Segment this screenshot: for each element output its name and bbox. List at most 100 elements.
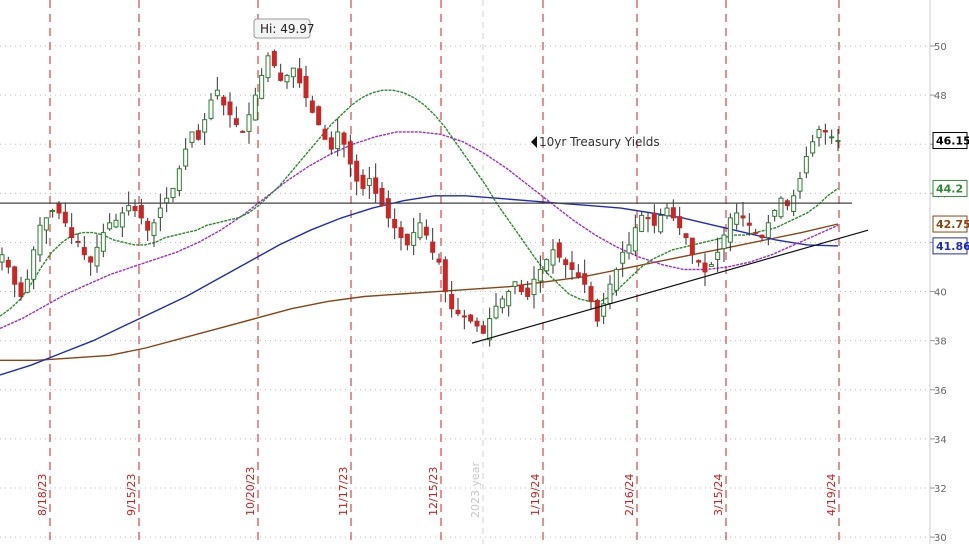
candle-up xyxy=(100,232,106,252)
candle-up xyxy=(176,168,182,192)
candle-up xyxy=(550,249,556,266)
candle-up xyxy=(835,140,841,143)
annotation-text: 10yr Treasury Yields xyxy=(539,135,660,149)
candle-up xyxy=(290,67,296,78)
candle-down xyxy=(233,118,239,126)
candle-up xyxy=(126,205,132,212)
x-date-label: 4/19/24 xyxy=(825,474,838,516)
y-tick-label: 30 xyxy=(934,533,947,544)
candle-down xyxy=(746,222,752,226)
candle-up xyxy=(664,207,670,217)
candle-up xyxy=(157,207,163,219)
annotation: 10yr Treasury Yields xyxy=(531,135,660,149)
candle-down xyxy=(588,286,594,302)
candle-up xyxy=(487,318,493,341)
candle-up xyxy=(626,244,632,254)
candle-down xyxy=(195,130,201,140)
moving-averages xyxy=(0,89,839,376)
candle-down xyxy=(404,233,410,246)
candle-up xyxy=(113,219,119,228)
candle-up xyxy=(778,197,784,218)
candle-up xyxy=(715,251,721,261)
candle-down xyxy=(227,101,233,116)
candle-down xyxy=(822,129,828,133)
y-tick-label: 32 xyxy=(934,484,947,495)
candle-down xyxy=(525,287,531,297)
x-date-label: 1/19/24 xyxy=(529,474,542,516)
price-label-box xyxy=(932,215,968,233)
candle-up xyxy=(829,136,835,139)
candle-up xyxy=(24,278,30,293)
price-label-text: 41.86 xyxy=(936,240,969,253)
trend-line xyxy=(471,229,869,344)
ma-slow-line xyxy=(0,195,839,376)
candle-up xyxy=(810,141,816,154)
y-axis: 303234363840424446485046.1544.242.7541.8… xyxy=(929,0,969,544)
candle-up xyxy=(259,74,265,99)
candlesticks xyxy=(0,49,841,347)
candle-down xyxy=(442,259,448,293)
candle-down xyxy=(702,262,708,273)
candle-down xyxy=(56,203,62,214)
candle-up xyxy=(531,278,537,296)
candle-up xyxy=(335,131,341,150)
x-date-label: 3/15/24 xyxy=(712,474,725,516)
candle-down xyxy=(88,256,94,263)
candle-down xyxy=(683,233,689,239)
candle-down xyxy=(354,160,360,182)
candle-down xyxy=(398,227,404,239)
price-label-text: 46.15 xyxy=(936,135,969,148)
candle-up xyxy=(639,214,645,232)
candle-up xyxy=(544,259,550,272)
candle-up xyxy=(506,291,512,307)
candle-down xyxy=(360,174,366,189)
candle-down xyxy=(575,272,581,278)
x-date-label: 2/16/24 xyxy=(623,474,636,516)
candle-up xyxy=(658,214,664,233)
x-date-label: 12/15/23 xyxy=(427,467,440,516)
candle-down xyxy=(594,299,600,322)
candle-up xyxy=(620,251,626,264)
candle-down xyxy=(449,293,455,310)
candle-down xyxy=(12,266,18,285)
candle-up xyxy=(493,305,499,319)
candle-up xyxy=(0,254,5,263)
price-label: 46.15 xyxy=(932,132,969,150)
candle-down xyxy=(430,241,436,253)
ma-mid-line xyxy=(0,131,839,330)
candle-down xyxy=(138,205,144,219)
candle-down xyxy=(373,177,379,194)
candle-up xyxy=(214,89,220,97)
price-label-box xyxy=(932,179,968,197)
price-label: 44.2 xyxy=(932,179,968,197)
candle-down xyxy=(468,314,474,322)
support-resistance-lines xyxy=(0,202,869,344)
candle-down xyxy=(423,226,429,236)
candle-down xyxy=(62,211,68,224)
candle-up xyxy=(164,197,170,204)
candle-up xyxy=(202,119,208,133)
price-label: 41.86 xyxy=(932,237,969,255)
candle-up xyxy=(170,187,176,198)
candle-up xyxy=(94,246,100,267)
candle-down xyxy=(689,237,695,256)
candle-up xyxy=(734,212,740,225)
annotation-pointer-icon xyxy=(531,136,537,148)
candle-up xyxy=(721,234,727,250)
candle-down xyxy=(696,260,702,263)
candle-up xyxy=(183,148,189,167)
candle-up xyxy=(708,264,714,267)
candle-down xyxy=(341,132,347,145)
candle-down xyxy=(379,187,385,207)
candle-up xyxy=(601,303,607,317)
x-date-label: 9/15/23 xyxy=(125,474,138,516)
candle-up xyxy=(607,283,613,304)
candle-up xyxy=(499,298,505,309)
candle-up xyxy=(727,217,733,243)
candle-up xyxy=(797,178,803,192)
candle-down xyxy=(455,309,461,315)
candle-down xyxy=(278,72,284,81)
candle-down xyxy=(347,141,353,165)
candle-down xyxy=(309,100,315,113)
